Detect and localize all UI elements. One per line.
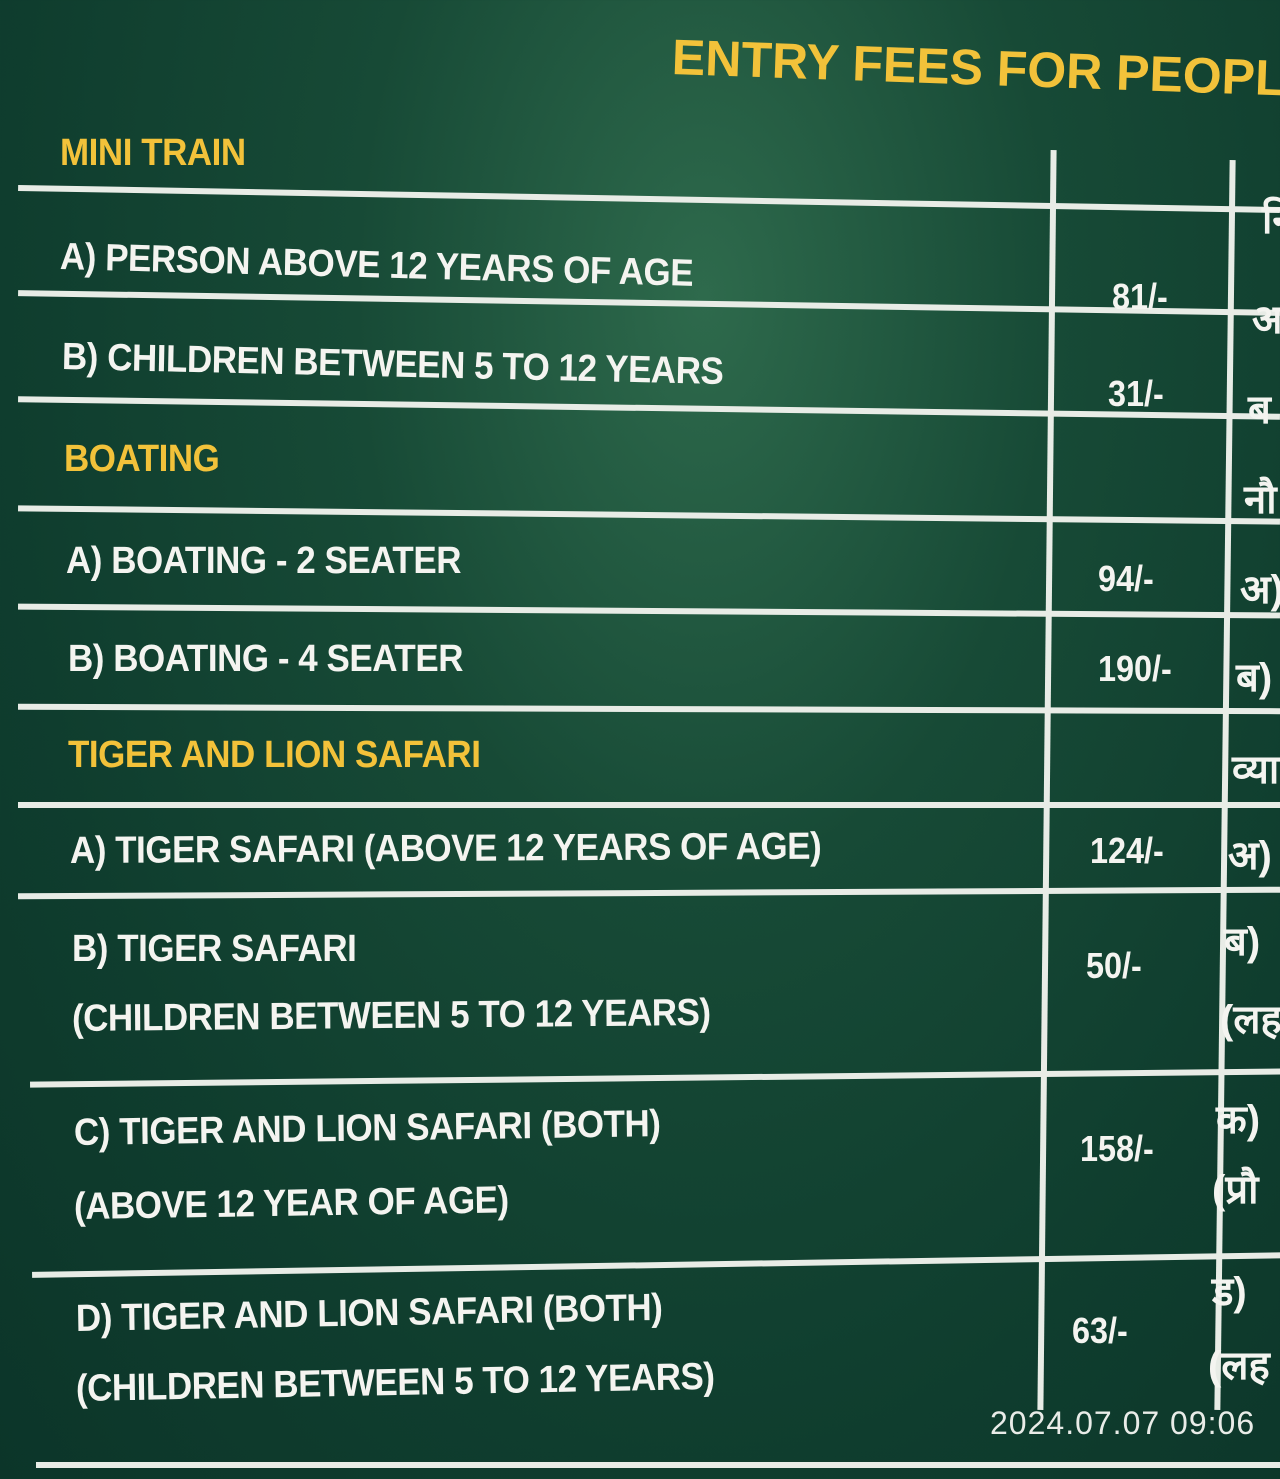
row-divider bbox=[18, 396, 1280, 420]
row-divider bbox=[18, 184, 1280, 214]
sign-title: ENTRY FEES FOR PEOPL bbox=[671, 29, 1280, 107]
row-divider bbox=[17, 603, 1280, 619]
section-heading: BOATING bbox=[64, 438, 220, 480]
hindi-label: अ) bbox=[1228, 834, 1272, 878]
fee-label: D) TIGER AND LION SAFARI (BOTH) bbox=[75, 1286, 663, 1340]
hindi-heading: व्या bbox=[1232, 748, 1280, 792]
row-divider bbox=[30, 1068, 1280, 1088]
fee-label-line2: (CHILDREN BETWEEN 5 TO 12 YEARS) bbox=[71, 991, 711, 1040]
fee-label: C) TIGER AND LION SAFARI (BOTH) bbox=[73, 1103, 661, 1154]
fee-price: 31/- bbox=[1108, 373, 1164, 414]
fee-label: B) BOATING - 4 SEATER bbox=[68, 638, 463, 680]
hindi-heading: नि bbox=[1262, 198, 1280, 242]
fee-price: 50/- bbox=[1086, 945, 1142, 986]
hindi-label: अ bbox=[1252, 298, 1280, 342]
fee-price: 158/- bbox=[1080, 1128, 1154, 1169]
row-divider bbox=[32, 1252, 1280, 1278]
hindi-label: ड) bbox=[1212, 1270, 1247, 1314]
hindi-label: ब) bbox=[1236, 656, 1273, 700]
fee-price: 94/- bbox=[1098, 558, 1154, 599]
hindi-heading: नौ bbox=[1244, 478, 1277, 522]
row-divider bbox=[18, 802, 1280, 808]
row-divider bbox=[18, 505, 1280, 525]
fee-label: A) BOATING - 2 SEATER bbox=[66, 540, 461, 582]
fee-price: 81/- bbox=[1112, 276, 1168, 317]
hindi-label-line2: (प्रौ bbox=[1212, 1168, 1259, 1212]
fee-label: A) TIGER SAFARI (ABOVE 12 YEARS OF AGE) bbox=[69, 825, 822, 872]
hindi-label: अ) bbox=[1240, 568, 1280, 612]
row-divider bbox=[36, 1462, 1280, 1468]
column-divider bbox=[1037, 150, 1057, 1410]
fee-label-line2: (CHILDREN BETWEEN 5 TO 12 YEARS) bbox=[75, 1355, 715, 1410]
fee-label: B) CHILDREN BETWEEN 5 TO 12 YEARS bbox=[61, 336, 724, 394]
fee-price: 190/- bbox=[1098, 648, 1172, 689]
fee-price: 63/- bbox=[1072, 1310, 1128, 1351]
hindi-label: ब bbox=[1248, 388, 1271, 432]
fee-label: A) PERSON ABOVE 12 YEARS OF AGE bbox=[59, 236, 694, 295]
fee-label: B) TIGER SAFARI bbox=[72, 928, 357, 970]
hindi-label-line2: (लह bbox=[1208, 1344, 1270, 1388]
hindi-label-line2: (लह bbox=[1220, 998, 1280, 1042]
section-heading: TIGER AND LION SAFARI bbox=[68, 734, 481, 776]
fee-price: 124/- bbox=[1090, 830, 1164, 871]
fee-label-line2: (ABOVE 12 YEAR OF AGE) bbox=[73, 1179, 509, 1228]
hindi-label: क) bbox=[1216, 1098, 1261, 1142]
row-divider bbox=[17, 886, 1280, 900]
section-heading: MINI TRAIN bbox=[60, 132, 246, 174]
photo-timestamp: 2024.07.07 09:06 bbox=[990, 1405, 1256, 1441]
row-divider bbox=[17, 703, 1280, 715]
hindi-label: ब) bbox=[1224, 920, 1261, 964]
